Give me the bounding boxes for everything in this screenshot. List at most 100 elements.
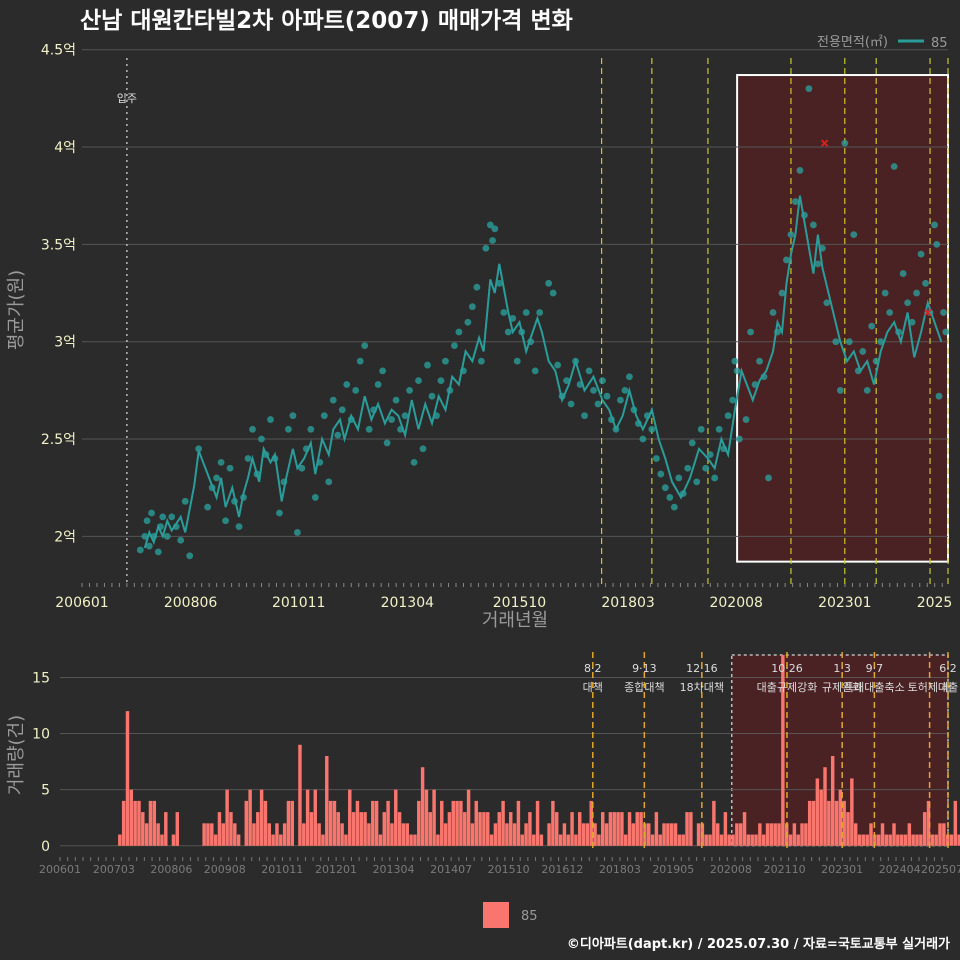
- volume-bar: [807, 800, 812, 846]
- volume-legend-swatch: [483, 902, 509, 928]
- volume-bar: [570, 812, 574, 846]
- price-point: [729, 396, 737, 404]
- chart-title: 산남 대원칸타빌2차 아파트(2007) 매매가격 변화: [80, 8, 573, 34]
- volume-bar: [800, 823, 804, 846]
- volume-bar: [252, 823, 256, 846]
- event-name: 규제완화: [822, 681, 862, 694]
- price-point: [675, 474, 683, 482]
- volume-bar: [658, 834, 662, 846]
- volume-bar: [290, 800, 295, 846]
- price-point: [594, 400, 602, 408]
- volume-bar: [624, 834, 628, 846]
- volume-x-tick-label: 201803: [599, 863, 641, 876]
- price-point: [451, 342, 458, 349]
- x-tick-label: 202008: [709, 595, 762, 611]
- event-date: 10·26: [771, 662, 803, 675]
- y-tick-label: 4.5억: [41, 43, 76, 59]
- price-point: [850, 231, 858, 239]
- price-point: [688, 439, 696, 447]
- event-date: 9·13: [632, 662, 657, 675]
- price-point: [581, 412, 588, 420]
- volume-bar: [351, 812, 356, 846]
- volume-bar: [539, 834, 544, 846]
- price-point: [522, 309, 530, 316]
- price-point: [922, 279, 929, 287]
- volume-bar: [451, 800, 455, 846]
- price-point: [186, 552, 194, 560]
- price-point: [258, 435, 265, 443]
- volume-bar: [926, 800, 931, 846]
- volume-bar: [436, 834, 440, 846]
- event-date: 12·16: [686, 662, 718, 675]
- volume-bar: [348, 789, 352, 846]
- volume-bar: [685, 812, 689, 846]
- volume-bar: [455, 800, 459, 846]
- price-line: [143, 195, 943, 549]
- volume-x-tick-label: 201201: [315, 863, 357, 876]
- volume-bar: [374, 800, 379, 846]
- volume-y-tick-label: 15: [32, 670, 50, 686]
- volume-x-tick-label: 201407: [430, 863, 472, 876]
- price-point: [836, 386, 844, 394]
- price-point: [181, 497, 189, 505]
- price-point: [213, 474, 221, 482]
- price-point: [244, 455, 252, 462]
- price-point: [482, 244, 490, 252]
- price-point: [603, 392, 611, 400]
- volume-bar: [593, 823, 597, 846]
- volume-bar: [773, 823, 777, 846]
- volume-bar: [681, 834, 685, 846]
- volume-bar: [493, 823, 498, 846]
- event-name: 종합대책: [624, 681, 664, 694]
- volume-bar: [279, 834, 283, 846]
- volume-bar: [397, 812, 402, 846]
- price-point: [859, 348, 867, 355]
- volume-bar: [459, 800, 463, 846]
- volume-bar: [440, 800, 444, 846]
- volume-bar: [428, 812, 432, 846]
- move-in-label: 입주: [117, 92, 137, 105]
- volume-bar: [332, 800, 337, 846]
- volume-bar: [945, 834, 950, 846]
- price-point: [783, 256, 790, 264]
- volume-bar: [850, 778, 854, 846]
- volume-bar: [754, 834, 758, 846]
- volume-bar: [129, 789, 134, 846]
- volume-bar: [225, 789, 229, 846]
- price-point: [890, 163, 898, 170]
- volume-bar: [765, 823, 770, 846]
- price-point: [311, 494, 319, 501]
- volume-bar: [942, 823, 946, 846]
- price-point: [249, 425, 256, 433]
- price-point: [670, 503, 678, 511]
- volume-bar: [171, 834, 176, 846]
- x-axis-title: 거래년월: [482, 610, 548, 631]
- volume-bar: [723, 812, 728, 846]
- volume-bar: [210, 823, 214, 846]
- volume-bar: [137, 800, 141, 846]
- volume-bar: [876, 834, 881, 846]
- price-point: [285, 425, 292, 433]
- price-point: [177, 536, 185, 544]
- volume-bar: [443, 823, 448, 846]
- price-point: [769, 309, 777, 316]
- price-point: [585, 367, 593, 375]
- volume-bar: [708, 834, 712, 846]
- price-point: [343, 381, 351, 388]
- volume-bar: [631, 823, 636, 846]
- price-point: [383, 439, 391, 447]
- price-point: [792, 198, 799, 205]
- price-point: [881, 289, 889, 297]
- price-point: [626, 373, 633, 381]
- price-point: [379, 367, 387, 375]
- volume-y-tick-label: 10: [32, 727, 50, 743]
- volume-bar: [903, 834, 908, 846]
- volume-bar: [896, 834, 900, 846]
- price-point: [455, 328, 463, 336]
- volume-bar: [673, 823, 678, 846]
- volume-x-tick-label: 201011: [261, 863, 303, 876]
- volume-bar: [892, 823, 896, 846]
- volume-x-tick-label: 202008: [710, 863, 752, 876]
